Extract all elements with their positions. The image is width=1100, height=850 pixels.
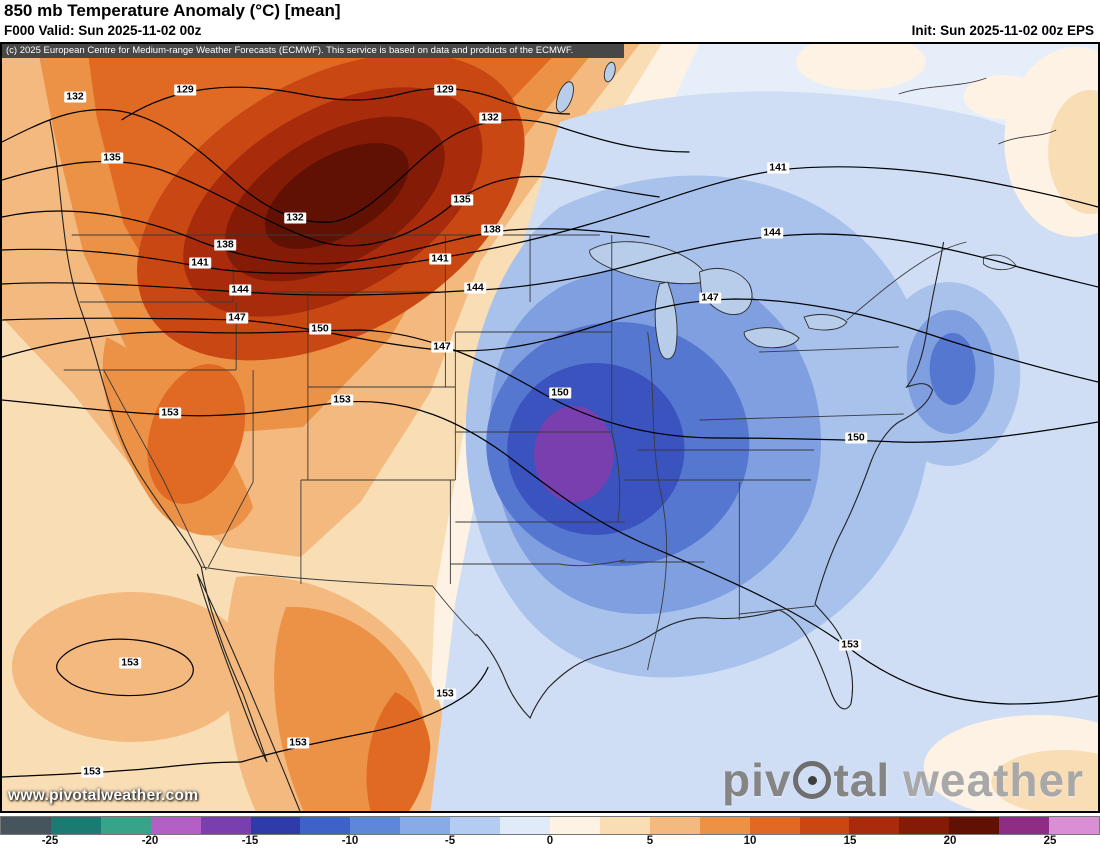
map-panel: (c) 2025 European Centre for Medium-rang… [0, 42, 1100, 813]
colorbar-segment [200, 817, 251, 834]
colorbar-tick-label: -10 [341, 835, 359, 847]
colorbar-segment [799, 817, 850, 834]
colorbar-segment [450, 817, 501, 834]
colorbar-segment [100, 817, 151, 834]
valid-time-label: F000 Valid: Sun 2025-11-02 00z [4, 23, 202, 38]
anomaly-fill-layer [2, 44, 1098, 811]
colorbar-segment [1, 817, 51, 834]
colorbar-tick-label: -15 [241, 835, 259, 847]
colorbar-segment [849, 817, 900, 834]
logo-text-pre: piv [721, 754, 792, 806]
pivotal-weather-logo: piv tal weather [722, 753, 1084, 807]
colorbar-tick-label: -5 [444, 835, 456, 847]
colorbar-segment [1049, 817, 1099, 834]
colorbar-tick-label: 5 [646, 835, 654, 847]
colorbar-segment [699, 817, 750, 834]
colorbar-tick-label: 0 [546, 835, 554, 847]
colorbar-segment [749, 817, 800, 834]
colorbar-segment [599, 817, 650, 834]
anomaly-map-svg [2, 44, 1098, 811]
colorbar-tick-label: 20 [943, 835, 957, 847]
colorbar-tick-label: 10 [743, 835, 757, 847]
colorbar-segment [949, 817, 1000, 834]
page-title: 850 mb Temperature Anomaly (°C) [mean] [4, 1, 341, 20]
logo-text-weather: weather [903, 754, 1084, 806]
colorbar-segment [400, 817, 451, 834]
colorbar-tick-label: -20 [141, 835, 159, 847]
colorbar-ticks: -25 -20 -15 -10 -5 0 5 10 15 20 25 [0, 835, 1100, 850]
colorbar-segment [250, 817, 301, 834]
init-time-label: Init: Sun 2025-11-02 00z EPS [911, 23, 1094, 38]
colorbar-tick-label: 15 [843, 835, 857, 847]
colorbar-segment [500, 817, 550, 834]
colorbar-segment [649, 817, 700, 834]
colorbar [0, 816, 1100, 835]
colorbar-segment [50, 817, 101, 834]
pivot-target-dot [807, 775, 817, 785]
colorbar-segment [999, 817, 1050, 834]
colorbar-segment [150, 817, 201, 834]
header: 850 mb Temperature Anomaly (°C) [mean] F… [0, 0, 1100, 42]
colorbar-segment [350, 817, 401, 834]
colorbar-tick-label: -25 [41, 835, 59, 847]
copyright-bar: (c) 2025 European Centre for Medium-rang… [2, 44, 624, 58]
lakes-layer [555, 61, 848, 360]
pivot-target-icon [793, 761, 832, 799]
colorbar-segment [899, 817, 950, 834]
colorbar-segment [300, 817, 351, 834]
colorbar-segment [549, 817, 600, 834]
colorbar-area: -25 -20 -15 -10 -5 0 5 10 15 20 25 [0, 813, 1100, 850]
colorbar-tick-label: 25 [1043, 835, 1057, 847]
logo-text-post: tal [833, 754, 891, 806]
watermark-url: www.pivotalweather.com [8, 787, 199, 804]
